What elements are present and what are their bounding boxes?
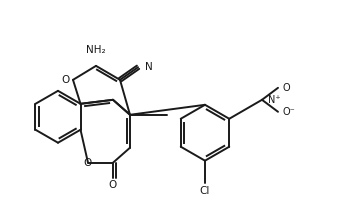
Text: N⁺: N⁺ — [268, 95, 280, 105]
Text: O: O — [109, 180, 117, 190]
Text: Cl: Cl — [200, 186, 210, 196]
Text: O: O — [62, 75, 70, 85]
Text: NH₂: NH₂ — [86, 45, 106, 55]
Text: O: O — [283, 83, 291, 93]
Text: N: N — [145, 62, 153, 72]
Text: O⁻: O⁻ — [283, 107, 296, 117]
Text: O: O — [84, 158, 92, 168]
